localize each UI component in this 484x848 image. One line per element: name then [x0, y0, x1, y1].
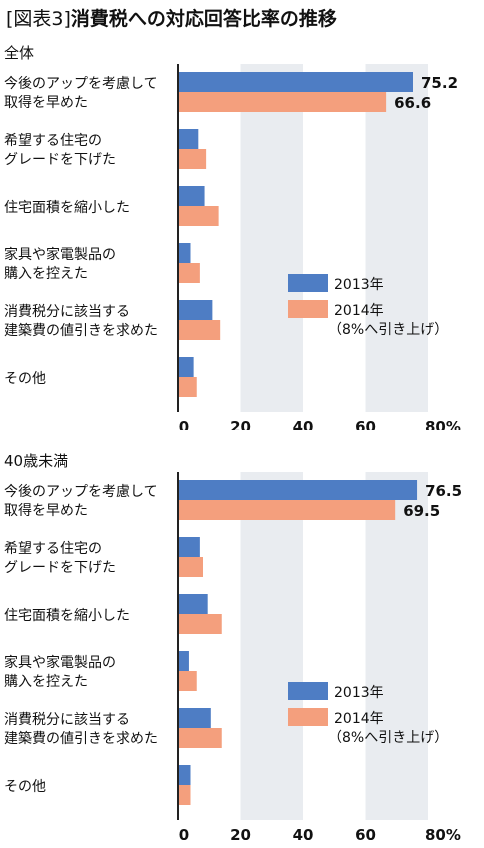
- category-label: グレードを下げた: [4, 560, 116, 576]
- category-label: 家具や家電製品の: [4, 654, 116, 671]
- category-label: 購入を控えた: [4, 266, 88, 282]
- legend-swatch-2014: [288, 300, 328, 318]
- legend-label: 2014年: [334, 711, 384, 727]
- legend-label: （8%へ引き上げ）: [328, 730, 448, 746]
- bar-2013: [178, 594, 208, 614]
- bar-2013: [178, 708, 211, 728]
- bar-2013: [178, 651, 189, 671]
- bar-2014: [178, 92, 387, 112]
- grid-band: [240, 64, 303, 412]
- section-title: 全体: [4, 44, 34, 62]
- bar-2014: [178, 557, 203, 577]
- category-label: 希望する住宅の: [4, 541, 102, 557]
- bar-2014: [178, 728, 222, 748]
- data-label: 66.6: [394, 94, 431, 112]
- bar-2013: [178, 480, 418, 500]
- x-tick-label: 20: [230, 418, 251, 430]
- legend-label: 2013年: [334, 277, 384, 293]
- category-label: その他: [4, 779, 46, 795]
- category-label: 住宅面積を縮小した: [4, 200, 130, 216]
- x-tick-label: 60: [355, 826, 376, 843]
- bar-2014: [178, 206, 219, 226]
- category-label: 今後のアップを考慮して: [4, 76, 158, 92]
- legend-label: 2014年: [334, 303, 384, 319]
- category-label: 今後のアップを考慮して: [4, 484, 158, 500]
- chart-panel-all: 全体 75.2 66.6 今後のアップを考慮して取得を早めた希望する住宅のグレードを下…: [4, 44, 461, 430]
- section-title: 40歳未満: [4, 452, 68, 470]
- bar-2014: [178, 149, 207, 169]
- legend-swatch-2013: [288, 274, 328, 292]
- legend-label: （8%へ引き上げ）: [328, 322, 448, 338]
- x-tick-label: 40: [293, 418, 314, 430]
- grid-band: [365, 472, 428, 820]
- bar-2014: [178, 320, 221, 340]
- bar-2014: [178, 785, 191, 805]
- category-label: 建築費の値引きを求めた: [4, 323, 158, 339]
- bar-2013: [178, 243, 191, 263]
- category-label: グレードを下げた: [4, 152, 116, 168]
- category-label: 購入を控えた: [4, 674, 88, 690]
- bar-2014: [178, 614, 222, 634]
- bar-2014: [178, 500, 396, 520]
- category-label: 取得を早めた: [4, 502, 88, 519]
- grid-band: [240, 472, 303, 820]
- data-label: 75.2: [421, 74, 458, 92]
- category-label: 取得を早めた: [4, 94, 88, 111]
- page-title: [図表3]消費税への対応回答比率の推移: [6, 4, 337, 31]
- bar-2013: [178, 357, 194, 377]
- bar-2014: [178, 263, 200, 283]
- category-label: 消費税分に該当する: [4, 712, 130, 728]
- category-label: 希望する住宅の: [4, 133, 102, 149]
- grid-band: [365, 64, 428, 412]
- bar-2013: [178, 537, 200, 557]
- category-label: 家具や家電製品の: [4, 246, 116, 263]
- bar-2013: [178, 300, 213, 320]
- legend-swatch-2014: [288, 708, 328, 726]
- bar-2013: [178, 765, 191, 785]
- legend-swatch-2013: [288, 682, 328, 700]
- x-tick-label: 80%: [425, 418, 461, 430]
- bar-2013: [178, 186, 205, 206]
- category-label: 住宅面積を縮小した: [4, 608, 130, 624]
- x-tick-label: 20: [230, 826, 251, 843]
- legend-label: 2013年: [334, 685, 384, 701]
- category-label: その他: [4, 371, 46, 387]
- x-tick-label: 80%: [425, 826, 461, 843]
- data-label: 76.5: [425, 482, 462, 500]
- chart-panel-under-40: 40歳未満 76.5 69.5 今後のアップを考慮して取得を早めた希望する住宅のグレー…: [4, 452, 462, 843]
- data-label: 69.5: [403, 502, 440, 520]
- bar-2013: [178, 72, 413, 92]
- figure-tag: [図表3]: [6, 8, 71, 30]
- x-tick-label: 0: [179, 826, 189, 843]
- bar-2014: [178, 671, 197, 691]
- figure-title: 消費税への対応回答比率の推移: [70, 8, 337, 30]
- category-label: 消費税分に該当する: [4, 304, 130, 320]
- x-tick-label: 60: [355, 418, 376, 430]
- bar-2014: [178, 377, 197, 397]
- x-tick-label: 40: [293, 826, 314, 843]
- x-tick-label: 0: [179, 418, 189, 430]
- bar-2013: [178, 129, 199, 149]
- category-label: 建築費の値引きを求めた: [4, 731, 158, 747]
